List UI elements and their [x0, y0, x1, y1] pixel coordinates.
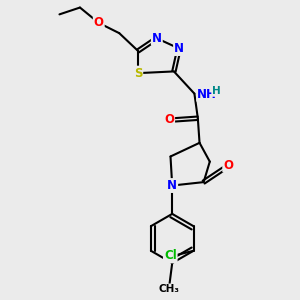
Text: O: O — [164, 113, 174, 126]
Text: CH₃: CH₃ — [159, 284, 180, 294]
Text: N: N — [174, 42, 184, 55]
Text: Cl: Cl — [164, 249, 177, 262]
Text: O: O — [223, 158, 233, 172]
Text: N: N — [152, 32, 162, 45]
Text: S: S — [134, 67, 142, 80]
Text: N: N — [167, 179, 177, 192]
Text: H: H — [212, 86, 221, 96]
Text: NH: NH — [197, 88, 217, 101]
Text: O: O — [94, 16, 104, 29]
